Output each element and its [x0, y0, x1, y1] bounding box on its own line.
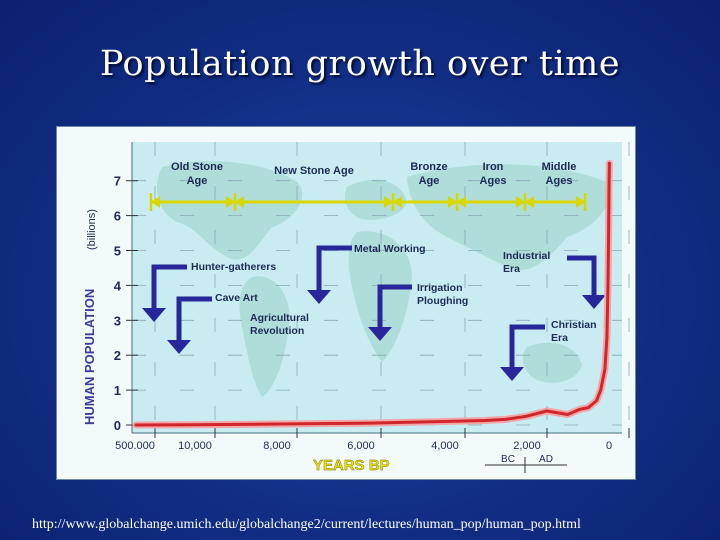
population-point — [605, 336, 609, 339]
continent-shape — [407, 164, 610, 271]
christian-era-arrow-head — [500, 367, 524, 381]
ages-arrowhead-right — [384, 196, 393, 208]
annotation-label: Christian — [551, 319, 597, 331]
ages-arrowhead-right — [448, 196, 457, 208]
y-tick-label: 6 — [114, 209, 121, 224]
metal-working-arrow-head — [307, 290, 331, 304]
y-tick-label: 2 — [114, 348, 121, 363]
age-label: Age — [187, 175, 208, 187]
industrial-era-arrow-head — [582, 295, 606, 309]
industrial-era-arrow-shaft — [567, 255, 597, 297]
y-axis-title: HUMAN POPULATION — [82, 289, 97, 425]
y-tick-label: 3 — [114, 313, 121, 328]
population-point — [504, 418, 507, 421]
population-curve — [134, 161, 611, 427]
population-point — [442, 420, 445, 423]
y-tick-label: 1 — [114, 383, 121, 398]
source-url[interactable]: http://www.globalchange.umich.edu/global… — [32, 517, 581, 532]
ages-arrowhead-left — [151, 196, 160, 208]
y-tick-label: 7 — [114, 174, 121, 189]
population-point — [606, 284, 610, 287]
age-label: Iron — [483, 161, 504, 173]
age-label: Bronze — [410, 161, 447, 173]
ages-arrowhead-right — [516, 196, 525, 208]
population-point — [607, 186, 611, 189]
population-point — [359, 422, 362, 425]
christian-era-arrow-shaft — [509, 324, 545, 369]
x-axis-title: YEARS BP — [313, 457, 390, 474]
x-tick-label: 500.000 — [115, 440, 155, 452]
era-label-ad: AD — [539, 454, 553, 465]
annotation-label: Industrial — [503, 250, 550, 262]
population-point — [608, 162, 611, 165]
population-point — [276, 422, 279, 426]
ages-arrowhead-left — [525, 196, 534, 208]
population-point — [483, 419, 486, 422]
annotation-label: Ploughing — [417, 295, 468, 307]
chart-canvas: 0 1 2 3 4 5 6 7 500.000 10,000 8,000 6,000 4,000 2,00… — [82, 142, 630, 474]
population-point — [525, 415, 528, 418]
population-point — [578, 408, 582, 411]
ages-arrowhead-left — [457, 196, 466, 208]
population-point — [545, 409, 549, 413]
x-tick-label: 6,000 — [347, 440, 375, 452]
annotation-label: Metal Working — [354, 243, 426, 255]
population-point — [599, 388, 602, 392]
age-label: Age — [419, 175, 440, 187]
annotation-label: Revolution — [250, 325, 304, 337]
annotation-label: Cave Art — [215, 292, 258, 304]
y-tick-label: 4 — [114, 278, 122, 293]
x-tick-label: 2,000 — [513, 440, 541, 452]
annotation-label: Irrigation — [417, 282, 463, 294]
x-tick-label: 8,000 — [263, 440, 291, 452]
x-tick-label: 10,000 — [178, 440, 212, 452]
y-tick-label: 0 — [114, 418, 121, 433]
ages-arrowhead-right — [576, 196, 585, 208]
population-chart: 0 1 2 3 4 5 6 7 500.000 10,000 8,000 6,000 4,000 2,00… — [56, 126, 636, 480]
cave-art-arrow-shaft — [176, 296, 212, 342]
age-label: New Stone Age — [274, 165, 354, 177]
ages-arrowhead-right — [226, 196, 235, 208]
population-point — [566, 413, 569, 416]
population-point — [607, 231, 610, 235]
cave-art-arrow-head — [167, 340, 191, 354]
irrigation-arrow-shaft — [377, 284, 412, 329]
ages-arrowhead-left — [393, 196, 402, 208]
annotation-label: Era — [503, 263, 520, 275]
population-point — [603, 368, 607, 371]
slide-title: Population growth over time — [99, 44, 621, 84]
population-point — [587, 406, 590, 409]
annotation-label: Agricultural — [250, 312, 309, 324]
y-tick-label: 5 — [114, 244, 121, 259]
x-tick-label: 0 — [606, 440, 612, 452]
annotation-label: Hunter-gatherers — [191, 261, 276, 273]
continent-shape — [239, 276, 290, 397]
age-label: Ages — [546, 175, 573, 187]
annotation-label: Era — [551, 332, 568, 344]
hunter-gatherers-arrow-head — [142, 308, 166, 322]
ages-arrowhead-left — [235, 196, 244, 208]
age-label: Old Stone — [171, 161, 223, 173]
metal-working-arrow-shaft — [316, 245, 352, 292]
population-point — [595, 399, 598, 402]
x-tick-label: 4,000 — [431, 440, 459, 452]
population-point — [193, 423, 197, 426]
y-axis-unit: (billions) — [86, 209, 98, 250]
hunter-gatherers-arrow-shaft — [151, 264, 187, 310]
age-label: Ages — [480, 175, 507, 187]
continent-shape — [344, 179, 407, 220]
age-label: Middle — [542, 161, 577, 173]
population-point — [134, 423, 138, 427]
continent-shape — [522, 342, 582, 383]
irrigation-arrow-head — [368, 327, 392, 341]
continent-shape — [157, 161, 303, 260]
era-label-bc: BC — [501, 454, 515, 465]
